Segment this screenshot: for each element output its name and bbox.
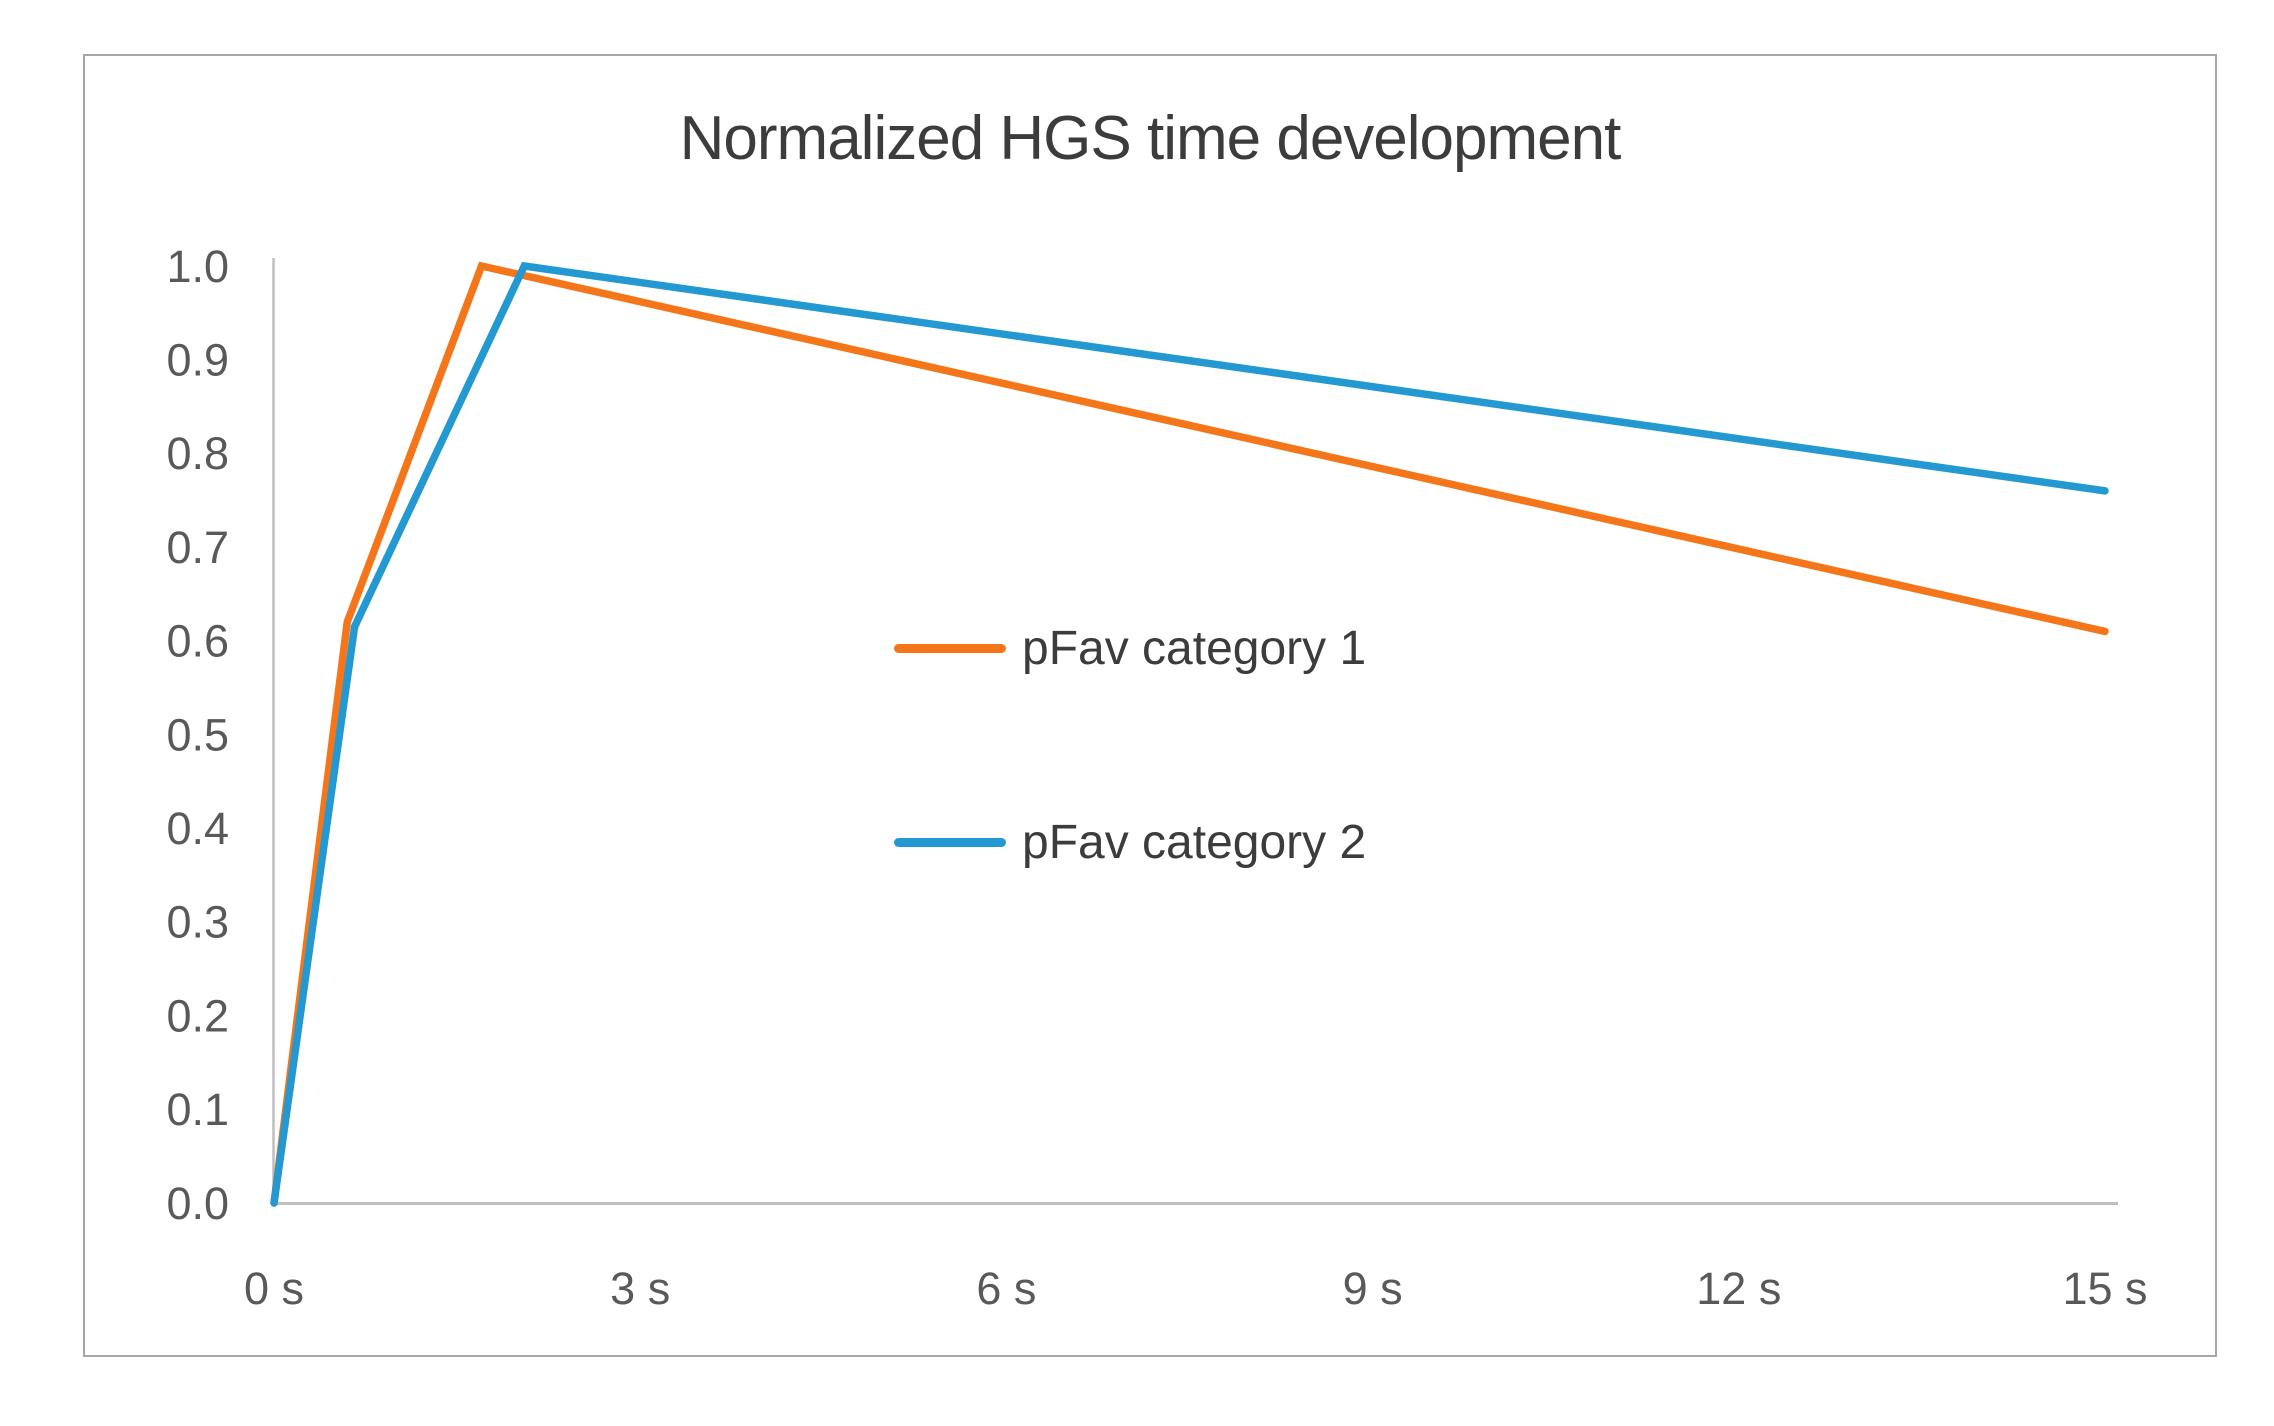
- x-tick-label: 12 s: [1696, 1263, 1781, 1314]
- y-tick-label: 0.4: [166, 803, 229, 854]
- x-tick-label: 9 s: [1343, 1263, 1403, 1314]
- y-tick-label: 0.0: [166, 1178, 229, 1229]
- series-line-pfav-category-1: [270, 261, 2109, 1207]
- y-tick-label: 0.3: [166, 897, 229, 948]
- x-tick-label: 15 s: [2062, 1263, 2147, 1314]
- legend-item-pfav-category-1: pFav category 1: [894, 615, 1366, 681]
- y-tick-label: 0.8: [166, 428, 229, 479]
- axes: [272, 258, 2118, 1205]
- legend-swatch-pfav-category-2: [894, 837, 1006, 847]
- y-tick-label: 0.7: [166, 522, 229, 573]
- chart-title: Normalized HGS time development: [679, 104, 1622, 173]
- y-tick-label: 0.9: [166, 334, 229, 385]
- legend-swatch-pfav-category-1: [894, 643, 1006, 653]
- x-tick-label: 3 s: [610, 1263, 670, 1314]
- chart-container: [83, 54, 2217, 1357]
- x-tick-label: 0 s: [244, 1263, 304, 1314]
- x-axis-tick-labels: 0 s 3 s 6 s 9 s 12 s 15 s: [244, 1263, 2148, 1314]
- series-line-pfav-category-2: [270, 261, 2109, 1207]
- legend-item-pfav-category-2: pFav category 2: [894, 809, 1366, 875]
- x-tick-label: 6 s: [976, 1263, 1036, 1314]
- series-lines: [270, 261, 2109, 1207]
- y-axis-tick-labels: 0.0 0.1 0.2 0.3 0.4 0.5 0.6 0.7 0.8 0.9 1.0: [166, 241, 229, 1229]
- y-tick-label: 0.2: [166, 990, 229, 1041]
- y-tick-label: 0.1: [166, 1084, 229, 1135]
- y-tick-label: 0.5: [166, 709, 229, 760]
- y-tick-label: 0.6: [166, 616, 229, 667]
- y-tick-label: 1.0: [166, 241, 229, 292]
- legend-label-pfav-category-1: pFav category 1: [1022, 621, 1367, 675]
- legend-label-pfav-category-2: pFav category 2: [1022, 815, 1367, 869]
